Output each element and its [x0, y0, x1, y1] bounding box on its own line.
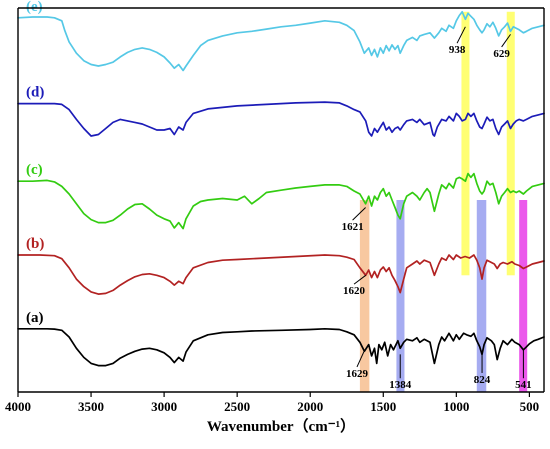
- annotation-arrow-1621: [352, 207, 366, 221]
- x-axis-label: Wavenumber（cm⁻¹）: [207, 417, 355, 435]
- x-tick-label-4000: 4000: [5, 399, 31, 414]
- band-824: [476, 200, 487, 392]
- x-tick-label-3500: 3500: [78, 399, 104, 414]
- x-tick-label-2000: 2000: [297, 399, 323, 414]
- band-1629: [359, 200, 370, 392]
- series-line-a: [17, 327, 545, 367]
- highlight-bands: [359, 11, 528, 392]
- series-label-d: (d): [26, 85, 44, 101]
- x-tick-label-3000: 3000: [151, 399, 177, 414]
- series-line-e: [17, 10, 545, 72]
- band-541: [519, 200, 528, 392]
- x-tick-label-500: 500: [520, 399, 540, 414]
- series-label-c: (c): [26, 162, 43, 178]
- annotation-label-541: 541: [515, 379, 532, 391]
- series-line-d: [17, 101, 545, 137]
- axes: [17, 7, 545, 393]
- annotation-label-938: 938: [449, 44, 466, 56]
- band-938: [461, 11, 470, 276]
- annotation-label-1629: 1629: [346, 368, 369, 380]
- peak-annotations: 938 629 1621 1620 1629 1384 824 541: [342, 26, 532, 391]
- curve-labels: (a)(b)(c)(d)(e): [26, 0, 44, 326]
- series-label-b: (b): [26, 236, 44, 252]
- annotation-label-1620: 1620: [343, 285, 366, 297]
- annotation-arrow-938: [456, 26, 466, 44]
- annotation-arrow-629: [501, 34, 511, 48]
- spectra-curves: [17, 10, 545, 367]
- series-label-a: (a): [26, 310, 44, 326]
- x-tick-label-1500: 1500: [370, 399, 396, 414]
- series-line-c: [17, 172, 545, 230]
- series-line-b: [17, 254, 545, 295]
- annotation-label-629: 629: [493, 48, 510, 60]
- band-629: [506, 11, 515, 276]
- annotation-arrow-1620: [353, 274, 367, 285]
- annotation-arrow-1629: [356, 350, 365, 368]
- x-tick-label-2500: 2500: [224, 399, 250, 414]
- band-1384: [396, 200, 405, 392]
- annotation-label-1384: 1384: [389, 379, 412, 391]
- x-tick-label-1000: 1000: [443, 399, 469, 414]
- annotation-label-824: 824: [474, 374, 491, 386]
- annotation-label-1621: 1621: [342, 221, 364, 233]
- x-ticks: 4000 3500 3000 2500 2000 1500 1000 500: [5, 392, 539, 414]
